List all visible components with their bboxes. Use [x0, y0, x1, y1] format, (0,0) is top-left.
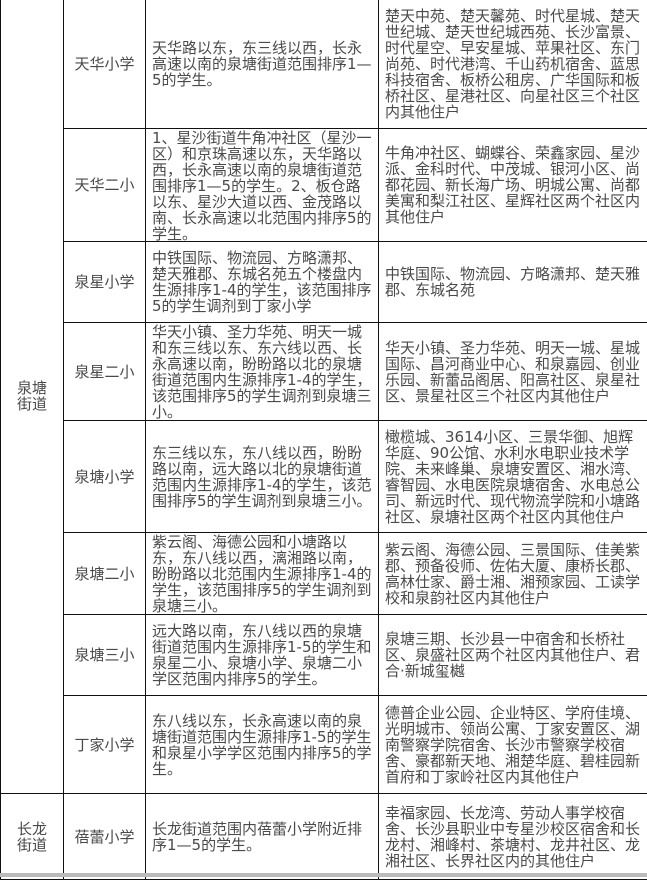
table-row: 泉塘街道天华小学天华路以东，东三线以西，长永高速以南的泉塘街道范围排序1—5的学… — [1, 0, 647, 129]
community-list-cell: 泉塘三期、长沙县一中宿舍和长桥社区、泉盛社区两个社区内其他住户、君合·新城玺樾 — [379, 615, 647, 696]
school-name: 天华小学 — [68, 56, 141, 72]
community-list: 牛角冲社区、蝴蝶谷、荣鑫家园、星沙派、金科时代、中茂城、银河小区、尚都花园、新长… — [385, 145, 641, 225]
enrollment-scope: 远大路以南，东八线以西的泉塘街道范围内生源排序1-5的学生和泉星二小、泉塘小学、… — [152, 623, 372, 687]
school-name-cell: 天华二小 — [64, 129, 146, 242]
enrollment-scope: 华天小镇、圣力华苑、明天一城和东三线以东、东六线以西、长永高速以南，盼盼路以北的… — [152, 324, 372, 420]
community-list-cell: 橄榄城、3614小区、三景华御、旭辉华庭、90公馆、水利水电职业技术学院、未来峰… — [379, 421, 647, 533]
table-row: 泉星二小华天小镇、圣力华苑、明天一城和东三线以东、东六线以西、长永高速以南，盼盼… — [1, 323, 647, 421]
table-row: 泉星小学中铁国际、物流园、方略潇邦、楚天雅郡、东城名苑五个楼盘内生源排序1-4的… — [1, 242, 647, 323]
school-name-cell: 泉星二小 — [64, 323, 146, 421]
school-name-cell: 泉星小学 — [64, 242, 146, 323]
table-row: 泉塘小学东三线以东，东八线以西，盼盼路以南，远大路以北的泉塘街道范围内生源排序1… — [1, 421, 647, 533]
community-list-cell: 中铁国际、物流园、方略潇邦、楚天雅郡、东城名苑 — [379, 242, 647, 323]
district-cell: 泉塘街道 — [1, 0, 64, 794]
enrollment-scope: 长龙街道范围内蓓蕾小学附近排序1—5的学生。 — [152, 821, 372, 853]
community-list: 橄榄城、3614小区、三景华御、旭辉华庭、90公馆、水利水电职业技术学院、未来峰… — [385, 429, 641, 525]
table-row: 泉塘二小紫云阁、海德公园和小塘路以东，东八线以西，漓湘路以南，盼盼路以北范围内生… — [1, 533, 647, 615]
district-cell: 长龙街道 — [1, 794, 64, 880]
school-name: 蓓蕾小学 — [68, 829, 141, 845]
school-name-cell: 蓓蕾小学 — [64, 794, 146, 880]
community-list-cell: 德普企业公园、企业特区、学府佳境、光明城市、领尚公寓、丁家安置区、湖南警察学院宿… — [379, 696, 647, 794]
enrollment-scope-cell: 长龙街道范围内蓓蕾小学附近排序1—5的学生。 — [146, 794, 379, 880]
enrollment-scope: 天华路以东，东三线以西，长永高速以南的泉塘街道范围排序1—5的学生。 — [152, 40, 372, 88]
community-list-cell: 楚天中苑、楚天馨苑、时代星城、楚天世纪城、楚天世纪城西苑、长沙富景、时代星空、早… — [379, 0, 647, 129]
school-name-cell: 丁家小学 — [64, 696, 146, 794]
community-list: 中铁国际、物流园、方略潇邦、楚天雅郡、东城名苑 — [385, 266, 641, 298]
school-name: 泉星二小 — [68, 364, 141, 380]
school-name: 泉塘三小 — [68, 647, 141, 663]
community-list: 德普企业公园、企业特区、学府佳境、光明城市、领尚公寓、丁家安置区、湖南警察学院宿… — [385, 705, 641, 785]
community-list-cell: 牛角冲社区、蝴蝶谷、荣鑫家园、星沙派、金科时代、中茂城、银河小区、尚都花园、新长… — [379, 129, 647, 242]
enrollment-scope-cell: 华天小镇、圣力华苑、明天一城和东三线以东、东六线以西、长永高速以南，盼盼路以北的… — [146, 323, 379, 421]
school-name: 泉塘二小 — [68, 566, 141, 582]
community-list-cell: 幸福家园、长龙湾、劳动人事学校宿舍、长沙县职业中专星沙校区宿舍和长龙村、湘峰村、… — [379, 794, 647, 880]
enrollment-scope: 1、星沙街道牛角冲社区（星沙一区）和京珠高速以东，天华路以西，长永高速以南的泉塘… — [152, 130, 372, 241]
community-list-cell: 华天小镇、圣力华苑、明天一城、星城国际、昌河商业中心、和泉嘉园、创业乐园、新蕾品… — [379, 323, 647, 421]
community-list-cell: 紫云阁、海德公园、三景国际、佳美紫郡、预备役师、佐佑大厦、康桥长郡、高林仕家、爵… — [379, 533, 647, 615]
community-list: 华天小镇、圣力华苑、明天一城、星城国际、昌河商业中心、和泉嘉园、创业乐园、新蕾品… — [385, 340, 641, 404]
school-name: 丁家小学 — [68, 737, 141, 753]
community-list: 楚天中苑、楚天馨苑、时代星城、楚天世纪城、楚天世纪城西苑、长沙富景、时代星空、早… — [385, 8, 641, 120]
enrollment-scope-cell: 远大路以南，东八线以西的泉塘街道范围内生源排序1-5的学生和泉星二小、泉塘小学、… — [146, 615, 379, 696]
enrollment-scope: 中铁国际、物流园、方略潇邦、楚天雅郡、东城名苑五个楼盘内生源排序1-4的学生，该… — [152, 250, 372, 314]
table-row: 丁家小学东八线以东，长永高速以南的泉塘街道范围内生源排序1-5的学生和泉星小学学… — [1, 696, 647, 794]
community-list: 紫云阁、海德公园、三景国际、佳美紫郡、预备役师、佐佑大厦、康桥长郡、高林仕家、爵… — [385, 542, 641, 606]
school-name: 泉星小学 — [68, 274, 141, 290]
bottom-divider — [0, 873, 647, 877]
enrollment-scope-cell: 东八线以东，长永高速以南的泉塘街道范围内生源排序1-5的学生和泉星小学学区范围内… — [146, 696, 379, 794]
enrollment-scope: 东三线以东，东八线以西，盼盼路以南，远大路以北的泉塘街道范围内生源排序1-4的学… — [152, 445, 372, 509]
table-row: 天华二小 1、星沙街道牛角冲社区（星沙一区）和京珠高速以东，天华路以西，长永高速以… — [1, 129, 647, 242]
school-name: 天华二小 — [68, 177, 141, 193]
enrollment-scope: 紫云阁、海德公园和小塘路以东，东八线以西，漓湘路以南，盼盼路以北范围内生源排序1… — [152, 534, 372, 614]
community-list: 幸福家园、长龙湾、劳动人事学校宿舍、长沙县职业中专星沙校区宿舍和长龙村、湘峰村、… — [385, 805, 641, 869]
enrollment-scope-cell: 紫云阁、海德公园和小塘路以东，东八线以西，漓湘路以南，盼盼路以北范围内生源排序1… — [146, 533, 379, 615]
enrollment-scope-cell: 天华路以东，东三线以西，长永高速以南的泉塘街道范围排序1—5的学生。 — [146, 0, 379, 129]
enrollment-scope: 东八线以东，长永高速以南的泉塘街道范围内生源排序1-5的学生和泉星小学学区范围内… — [152, 713, 372, 777]
table-row: 长龙街道 蓓蕾小学长龙街道范围内蓓蕾小学附近排序1—5的学生。幸福家园、长龙湾、劳… — [1, 794, 647, 880]
school-name-cell: 泉塘二小 — [64, 533, 146, 615]
table-row: 泉塘三小远大路以南，东八线以西的泉塘街道范围内生源排序1-5的学生和泉星二小、泉… — [1, 615, 647, 696]
district-name: 泉塘街道 — [16, 380, 48, 412]
enrollment-scope-cell: 中铁国际、物流园、方略潇邦、楚天雅郡、东城名苑五个楼盘内生源排序1-4的学生，该… — [146, 242, 379, 323]
school-name-cell: 天华小学 — [64, 0, 146, 129]
district-name: 长龙街道 — [16, 821, 48, 853]
community-list: 泉塘三期、长沙县一中宿舍和长桥社区、泉盛社区两个社区内其他住户、君合·新城玺樾 — [385, 631, 641, 679]
school-name-cell: 泉塘三小 — [64, 615, 146, 696]
enrollment-scope-cell: 东三线以东，东八线以西，盼盼路以南，远大路以北的泉塘街道范围内生源排序1-4的学… — [146, 421, 379, 533]
enrollment-scope-cell: 1、星沙街道牛角冲社区（星沙一区）和京珠高速以东，天华路以西，长永高速以南的泉塘… — [146, 129, 379, 242]
school-name: 泉塘小学 — [68, 469, 141, 485]
school-name-cell: 泉塘小学 — [64, 421, 146, 533]
